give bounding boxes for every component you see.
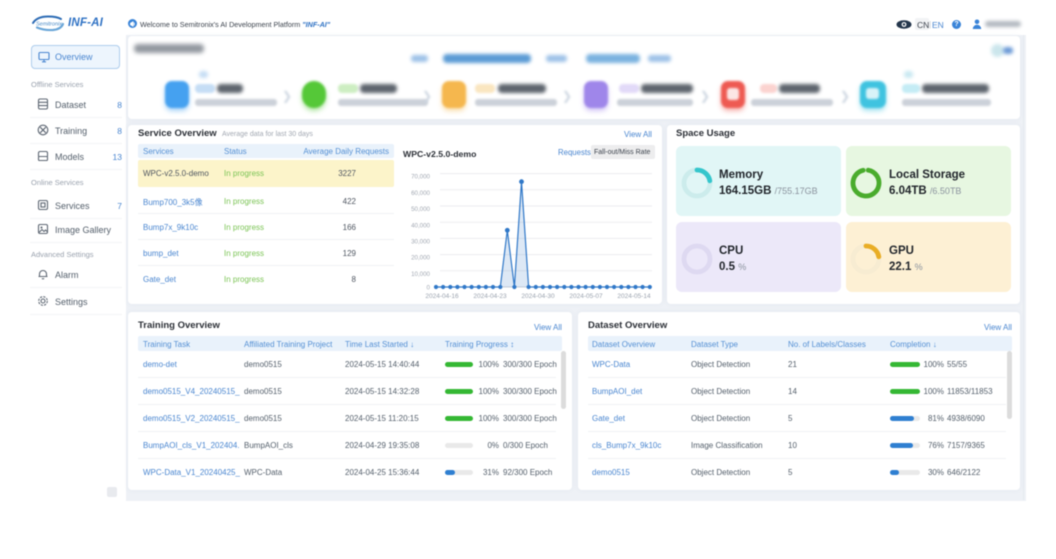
svg-text:60,000: 60,000: [411, 190, 430, 197]
svg-text:10,000: 10,000: [411, 271, 430, 278]
svg-text:0: 0: [427, 284, 431, 291]
svg-text:50,000: 50,000: [411, 206, 430, 213]
svg-text:2024-05-07: 2024-05-07: [569, 293, 603, 300]
svg-text:2024-05-14: 2024-05-14: [617, 293, 651, 300]
svg-text:30,000: 30,000: [411, 239, 430, 246]
svg-text:2024-04-23: 2024-04-23: [473, 293, 507, 300]
svg-text:40,000: 40,000: [411, 222, 430, 229]
svg-text:Semitronix: Semitronix: [36, 22, 62, 28]
svg-text:20,000: 20,000: [411, 255, 430, 262]
svg-text:70,000: 70,000: [411, 174, 430, 181]
svg-text:2024-04-16: 2024-04-16: [425, 293, 459, 300]
svg-text:2024-04-30: 2024-04-30: [521, 293, 555, 300]
